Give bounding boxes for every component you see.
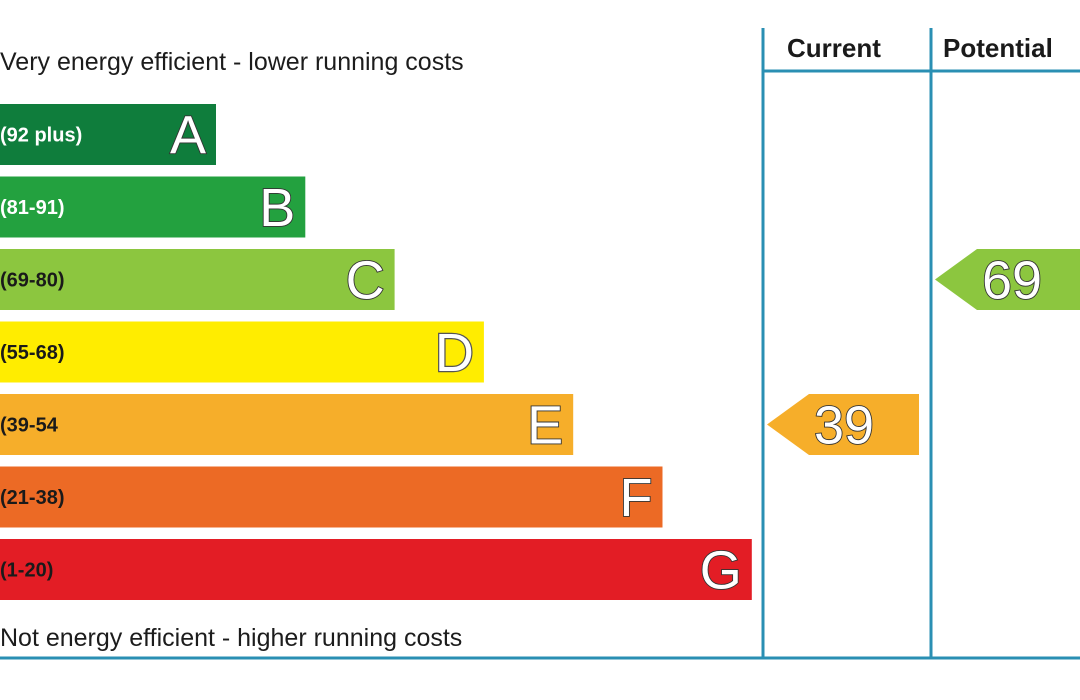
band-bar-f (0, 466, 663, 528)
band-range-label: (39-54 (0, 415, 59, 437)
band-letter-b: B (259, 178, 295, 238)
current-rating-arrow (767, 394, 919, 455)
current-rating-value: 39 (814, 396, 874, 456)
band-range-label: (81-91) (0, 197, 64, 219)
band-bar-c (0, 249, 395, 310)
band-letter-c: C (346, 251, 385, 311)
potential-rating-arrow (935, 249, 1080, 310)
band-range-label: (55-68) (0, 342, 64, 364)
band-range-label: (21-38) (0, 487, 64, 509)
band-letter-f: F (620, 468, 653, 528)
band-range-label: (92 plus) (0, 125, 82, 147)
inefficient-caption: Not energy efficient - higher running co… (0, 624, 463, 652)
band-bar-e (0, 394, 574, 455)
efficient-caption: Very energy efficient - lower running co… (0, 48, 464, 76)
band-letter-g: G (700, 541, 742, 601)
band-bar-b (0, 176, 306, 238)
band-bar-d (0, 321, 484, 383)
potential-column-header: Potential (943, 33, 1053, 63)
band-range-label: (1-20) (0, 560, 53, 582)
potential-rating-value: 69 (982, 251, 1042, 311)
band-letter-e: E (527, 396, 563, 456)
band-bar-a (0, 104, 216, 165)
band-range-label: (69-80) (0, 270, 64, 292)
band-bar-g (0, 539, 752, 600)
current-column-header: Current (787, 33, 881, 63)
band-letter-d: D (435, 323, 474, 383)
band-letter-a: A (170, 106, 206, 166)
